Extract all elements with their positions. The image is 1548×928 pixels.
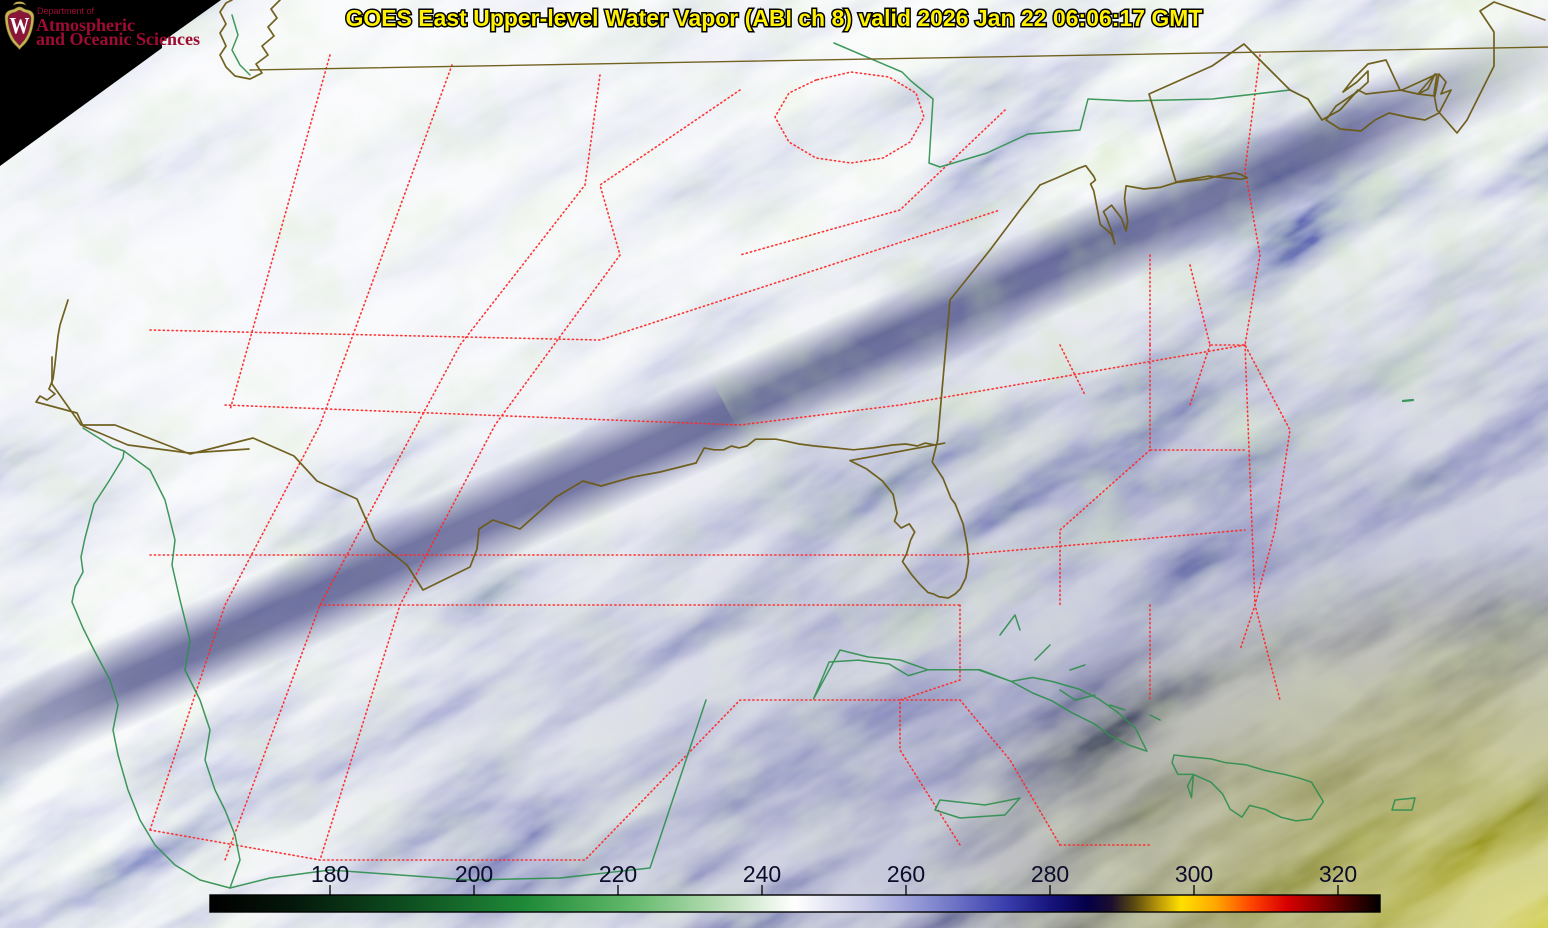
svg-text:W: W [10,13,30,39]
svg-text:and Oceanic Sciences: and Oceanic Sciences [36,29,200,49]
